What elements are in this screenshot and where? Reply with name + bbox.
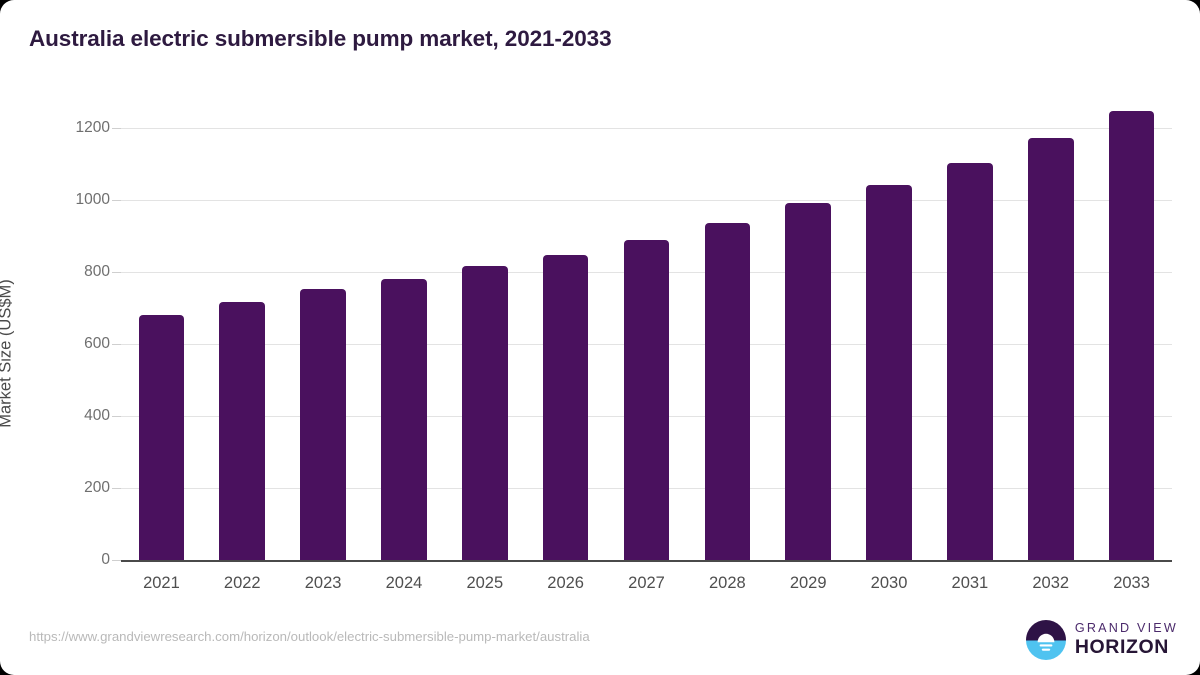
x-tick-label: 2032 bbox=[1032, 574, 1070, 592]
bar-series bbox=[121, 111, 1172, 560]
x-tick-label: 2031 bbox=[951, 574, 989, 592]
bar[interactable] bbox=[1108, 111, 1155, 560]
bar[interactable] bbox=[542, 255, 589, 560]
x-tick-label: 2030 bbox=[870, 574, 908, 592]
brand-logo-line1: GRAND VIEW bbox=[1074, 621, 1178, 636]
gridline bbox=[121, 200, 1172, 201]
brand-logo: GRAND VIEW HORIZON bbox=[1025, 620, 1178, 660]
bar[interactable] bbox=[461, 265, 508, 560]
bar[interactable] bbox=[300, 288, 346, 560]
y-tick-mark bbox=[112, 344, 121, 345]
bar[interactable] bbox=[947, 162, 993, 560]
page-title: Australia electric submersible pump mark… bbox=[29, 26, 612, 51]
y-tick-label: 600 bbox=[84, 335, 110, 352]
x-tick-label: 2033 bbox=[1113, 574, 1150, 592]
bar[interactable] bbox=[381, 278, 427, 560]
source-url[interactable]: https://www.grandviewresearch.com/horizo… bbox=[29, 629, 590, 644]
y-tick-mark bbox=[112, 272, 121, 273]
y-tick-mark bbox=[112, 560, 121, 561]
bar[interactable] bbox=[219, 301, 266, 560]
x-tick-label: 2029 bbox=[789, 574, 827, 592]
bar[interactable] bbox=[704, 222, 751, 560]
x-tick-label: 2024 bbox=[385, 574, 423, 592]
gridline bbox=[121, 128, 1172, 129]
y-tick-label: 1000 bbox=[75, 191, 110, 208]
grand-view-horizon-logo-icon bbox=[1025, 620, 1066, 660]
x-tick-label: 2023 bbox=[304, 574, 342, 592]
bar[interactable] bbox=[866, 185, 912, 560]
brand-logo-text: GRAND VIEW HORIZON bbox=[1075, 622, 1178, 657]
y-tick-mark bbox=[112, 488, 121, 489]
y-tick-mark bbox=[112, 200, 121, 201]
y-tick-label: 0 bbox=[101, 551, 110, 568]
bar[interactable] bbox=[785, 203, 832, 560]
y-tick-label: 1200 bbox=[75, 119, 110, 136]
x-tick-label: 2028 bbox=[708, 574, 746, 592]
bar[interactable] bbox=[138, 314, 185, 560]
brand-logo-line2: HORIZON bbox=[1074, 636, 1169, 659]
y-axis-title: Market Size (US$M) bbox=[0, 279, 15, 428]
y-tick-label: 400 bbox=[84, 407, 110, 424]
y-tick-label: 800 bbox=[84, 263, 110, 280]
x-tick-label: 2027 bbox=[628, 574, 665, 592]
y-tick-mark bbox=[112, 416, 121, 417]
x-tick-label: 2021 bbox=[143, 574, 180, 592]
x-axis-line bbox=[121, 560, 1172, 562]
bar[interactable] bbox=[623, 239, 670, 560]
y-tick-mark bbox=[112, 128, 121, 129]
x-tick-label: 2026 bbox=[547, 574, 584, 592]
y-tick-label: 200 bbox=[84, 479, 110, 496]
x-tick-label: 2022 bbox=[223, 574, 261, 592]
x-tick-label: 2025 bbox=[466, 574, 504, 592]
bar[interactable] bbox=[1027, 138, 1074, 560]
